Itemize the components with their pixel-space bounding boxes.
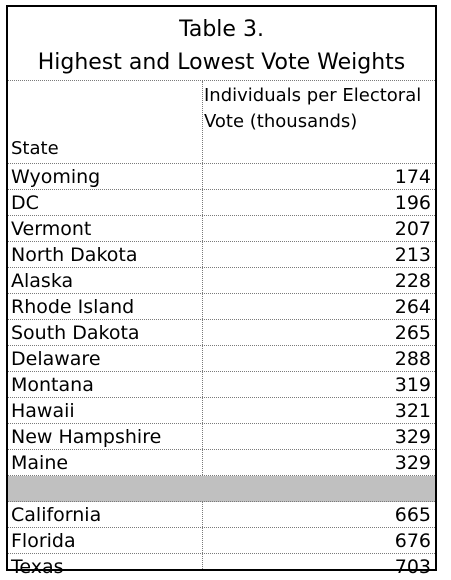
table-row: South Dakota 265 (8, 320, 435, 346)
cell-individuals-per-vote: 329 (394, 452, 431, 474)
cell-state: Alaska (11, 270, 74, 292)
cell-state: New Hampshire (11, 426, 162, 448)
cell-state: Montana (11, 374, 94, 396)
cell-individuals-per-vote: 676 (394, 530, 431, 552)
cell-individuals-per-vote: 264 (394, 296, 431, 318)
table-row: Wyoming 174 (8, 164, 435, 190)
table-row: Alaska 228 (8, 268, 435, 294)
table-body: Wyoming 174 DC 196 Vermont 207 North Dakota 213… (8, 164, 435, 580)
cell-state: South Dakota (11, 322, 140, 344)
cell-individuals-per-vote: 665 (394, 504, 431, 526)
table-separator-row (8, 476, 435, 502)
table-title-number: Table 3. (179, 17, 264, 42)
cell-state: Maine (11, 452, 69, 474)
table-row: Maine 329 (8, 450, 435, 476)
cell-individuals-per-vote: 213 (394, 244, 431, 266)
table-header-row: State Individuals per Electoral Vote (th… (8, 81, 435, 164)
table-row: Delaware 288 (8, 346, 435, 372)
table-title: Table 3. Highest and Lowest Vote Weights (8, 7, 435, 81)
cell-individuals-per-vote: 207 (394, 218, 431, 240)
table-row: North Dakota 213 (8, 242, 435, 268)
table-row: California 665 (8, 502, 435, 528)
table-row: Texas 703 (8, 554, 435, 580)
column-header-individuals: Individuals per Electoral Vote (thousand… (204, 85, 422, 132)
table-row: Rhode Island 264 (8, 294, 435, 320)
cell-state: Vermont (11, 218, 92, 240)
cell-state: Rhode Island (11, 296, 135, 318)
cell-individuals-per-vote: 174 (394, 166, 431, 188)
cell-individuals-per-vote: 319 (394, 374, 431, 396)
table-row: New Hampshire 329 (8, 424, 435, 450)
cell-state: DC (11, 192, 39, 214)
cell-state: California (11, 504, 102, 526)
cell-state: Delaware (11, 348, 101, 370)
cell-individuals-per-vote: 321 (394, 400, 431, 422)
cell-state: North Dakota (11, 244, 138, 266)
cell-individuals-per-vote: 329 (394, 426, 431, 448)
table-row: Hawaii 321 (8, 398, 435, 424)
cell-individuals-per-vote: 288 (394, 348, 431, 370)
cell-state: Florida (11, 530, 76, 552)
cell-state: Texas (11, 556, 64, 578)
column-header-state: State (11, 138, 59, 159)
cell-state: Hawaii (11, 400, 75, 422)
cell-individuals-per-vote: 703 (394, 556, 431, 578)
table-row: Montana 319 (8, 372, 435, 398)
table-row: Florida 676 (8, 528, 435, 554)
column-divider (202, 81, 203, 569)
cell-state: Wyoming (11, 166, 101, 188)
table-row: DC 196 (8, 190, 435, 216)
cell-individuals-per-vote: 228 (394, 270, 431, 292)
cell-individuals-per-vote: 265 (394, 322, 431, 344)
cell-individuals-per-vote: 196 (394, 192, 431, 214)
table-row: Vermont 207 (8, 216, 435, 242)
table-title-text: Highest and Lowest Vote Weights (37, 50, 406, 75)
vote-weights-table: Table 3. Highest and Lowest Vote Weights… (6, 5, 437, 578)
